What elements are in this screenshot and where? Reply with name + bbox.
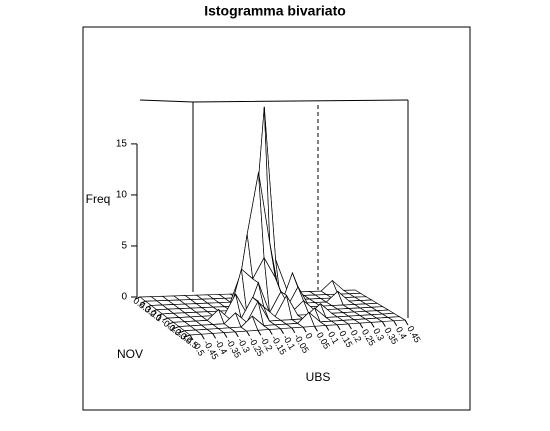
x-tick	[200, 333, 205, 340]
x-tick	[246, 330, 251, 337]
z-axis-label: Freq	[86, 192, 111, 206]
x-tick	[234, 331, 239, 338]
x-tick	[314, 326, 318, 332]
x-tick-label: 0	[303, 331, 314, 340]
x-tick	[336, 324, 341, 330]
x-tick	[280, 328, 284, 334]
x-tick	[325, 325, 330, 331]
x-tick	[291, 327, 296, 334]
x-tick	[381, 321, 386, 327]
x-tick	[347, 323, 352, 330]
x-tick	[268, 329, 273, 335]
box-top	[139, 99, 409, 103]
surface-cell	[387, 316, 407, 322]
y-axis-label: NOV	[117, 347, 143, 361]
x-tick	[189, 334, 194, 341]
x-tick	[370, 322, 375, 328]
y-tick	[173, 326, 180, 330]
x-tick	[212, 333, 217, 339]
z-tick-label: 10	[116, 190, 128, 201]
chart-title: Istogramma bivariato	[204, 3, 346, 19]
y-tick	[168, 321, 174, 325]
y-tick	[157, 313, 163, 317]
y-tick	[179, 330, 185, 334]
x-tick	[302, 326, 307, 333]
x-tick	[404, 319, 409, 326]
z-tick-label: 0	[121, 292, 127, 303]
x-tick	[257, 330, 262, 336]
y-tick	[151, 309, 157, 313]
z-tick-label: 15	[116, 139, 128, 150]
y-tick	[145, 304, 152, 308]
y-tick	[162, 317, 168, 321]
y-tick	[140, 300, 146, 304]
x-axis-label: UBS	[306, 370, 331, 384]
y-tick	[184, 334, 191, 338]
y-tick	[134, 296, 141, 300]
plot-frame	[82, 26, 471, 411]
z-tick-label: 5	[121, 241, 127, 252]
x-tick	[223, 332, 228, 338]
x-tick	[393, 320, 398, 327]
box	[139, 99, 409, 318]
x-tick	[359, 322, 364, 329]
y-tick-label: 0	[154, 312, 164, 323]
